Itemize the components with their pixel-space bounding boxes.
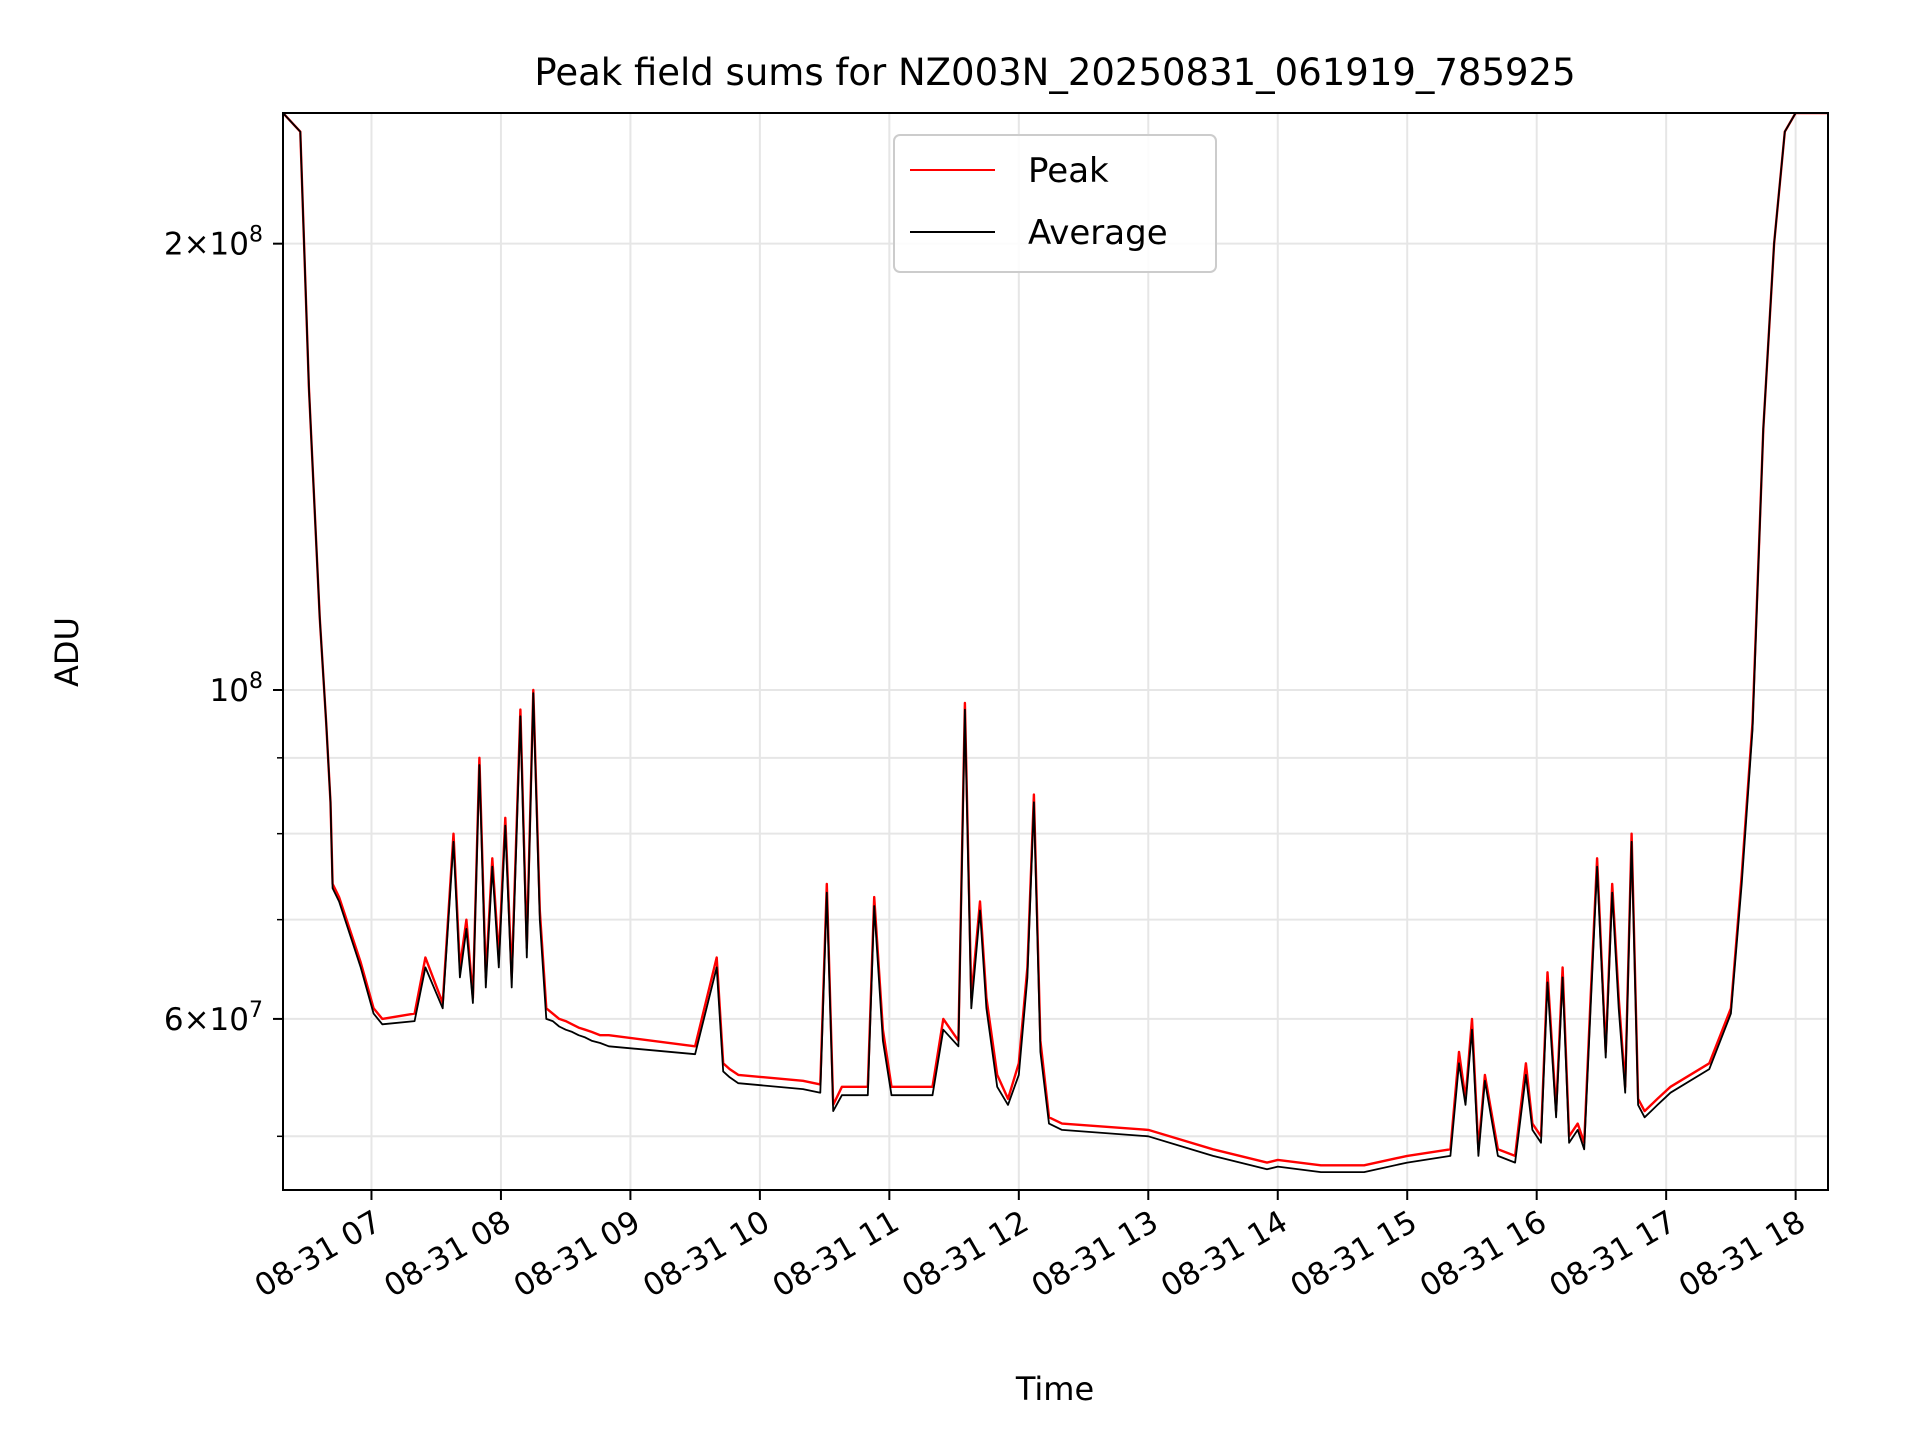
- y-tick-label: 108: [210, 669, 263, 709]
- y-axis-label: ADU: [48, 617, 86, 687]
- y-tick-label: 6×107: [164, 998, 263, 1038]
- chart-title: Peak field sums for NZ003N_20250831_0619…: [534, 51, 1575, 94]
- legend-label-average: Average: [1028, 213, 1168, 253]
- y-tick-label: 2×108: [164, 223, 263, 263]
- x-axis-label: Time: [1015, 1370, 1094, 1408]
- plot-layer: [283, 113, 1828, 1173]
- legend: Peak Average: [893, 134, 1217, 273]
- plot-frame: [282, 112, 1829, 1191]
- series-line-average: [283, 113, 1828, 1173]
- legend-label-peak: Peak: [1028, 151, 1109, 191]
